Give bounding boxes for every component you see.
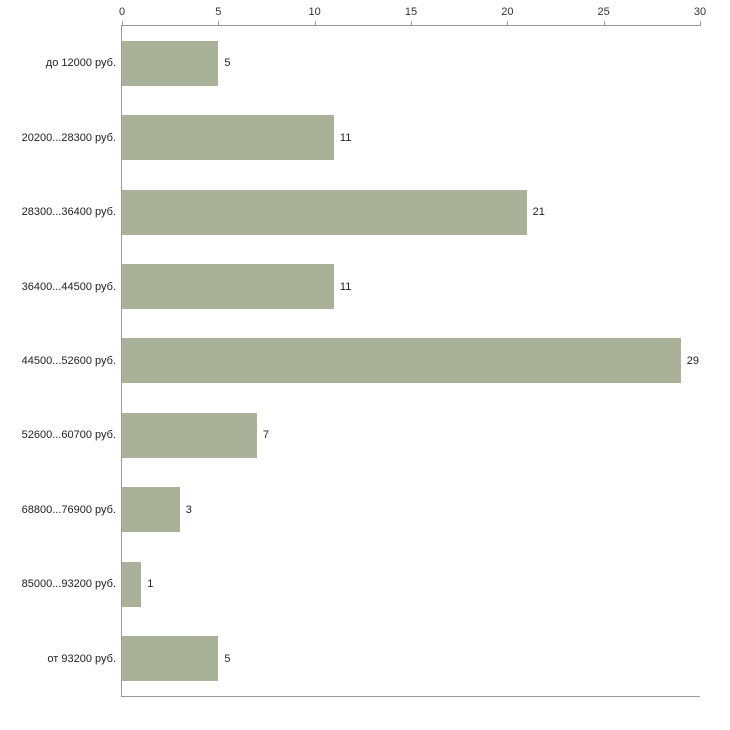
x-axis-tick-label: 5 — [215, 6, 222, 18]
bar-row: 20200...28300 руб. 11 — [22, 100, 700, 174]
bar-value-label: 3 — [185, 503, 192, 516]
x-axis-tick-mark — [218, 21, 220, 26]
bar — [122, 115, 334, 161]
bar — [122, 487, 180, 533]
x-axis-tick-mark — [700, 21, 701, 26]
bar — [122, 636, 219, 682]
bar-value-label: 29 — [686, 354, 699, 367]
bar-value-label: 7 — [262, 429, 269, 442]
x-axis-tick-mark — [411, 21, 412, 26]
x-axis-tick-mark — [314, 21, 316, 26]
x-axis-tick-mark — [122, 21, 123, 26]
bar-row: 44500...52600 руб. 29 — [22, 324, 700, 398]
x-axis-tick-mark — [507, 21, 509, 26]
bar-value-label: 5 — [224, 57, 231, 70]
bar-row: 36400...44500 руб. 11 — [22, 249, 700, 323]
bar — [122, 40, 219, 86]
bar — [122, 561, 142, 607]
category-label: 52600...60700 руб. — [21, 429, 116, 442]
plot-area: до 12000 руб. 5 20200...28300 руб. 11 28300.… — [22, 6, 706, 697]
bar-row: 85000...93200 руб. 1 — [22, 547, 700, 621]
x-axis-tick-label: 30 — [693, 6, 707, 18]
bar-value-label: 5 — [224, 652, 231, 665]
x-axis-tick-label: 15 — [404, 6, 418, 18]
bar — [122, 264, 334, 310]
x-axis-tick-label: 0 — [118, 6, 126, 18]
x-axis-tick-label: 25 — [597, 6, 610, 18]
bar-row: от 93200 руб. 5 — [47, 622, 700, 696]
bar-value-label: 21 — [532, 206, 545, 219]
bar-value-label: 11 — [339, 280, 352, 293]
bar-row: 28300...36400 руб. 21 — [22, 175, 700, 249]
bar-value-label: 11 — [339, 131, 352, 144]
bar-row: 52600...60700 руб. 7 — [22, 398, 700, 472]
category-label: 44500...52600 руб. — [21, 354, 116, 367]
bar-row: до 12000 руб. 5 — [46, 26, 700, 100]
bar-row: 68800...76900 руб. 3 — [22, 473, 700, 547]
bar — [122, 189, 527, 235]
x-axis-tick-mark — [603, 21, 605, 26]
category-label: до 12000 руб. — [45, 57, 116, 70]
category-label: от 93200 руб. — [47, 652, 116, 665]
x-axis-tick-label: 10 — [308, 6, 321, 18]
bar-rows: до 12000 руб. 5 20200...28300 руб. 11 28300.… — [22, 26, 700, 696]
category-label: 85000...93200 руб. — [21, 578, 116, 591]
bar — [122, 412, 257, 458]
x-axis-tick-label: 20 — [501, 6, 514, 18]
category-label: 68800...76900 руб. — [21, 503, 116, 516]
category-label: 36400...44500 руб. — [21, 280, 116, 293]
category-label: 28300...36400 руб. — [21, 206, 116, 219]
bar-value-label: 1 — [147, 578, 154, 591]
bar — [122, 338, 681, 384]
category-label: 20200...28300 руб. — [21, 131, 116, 144]
